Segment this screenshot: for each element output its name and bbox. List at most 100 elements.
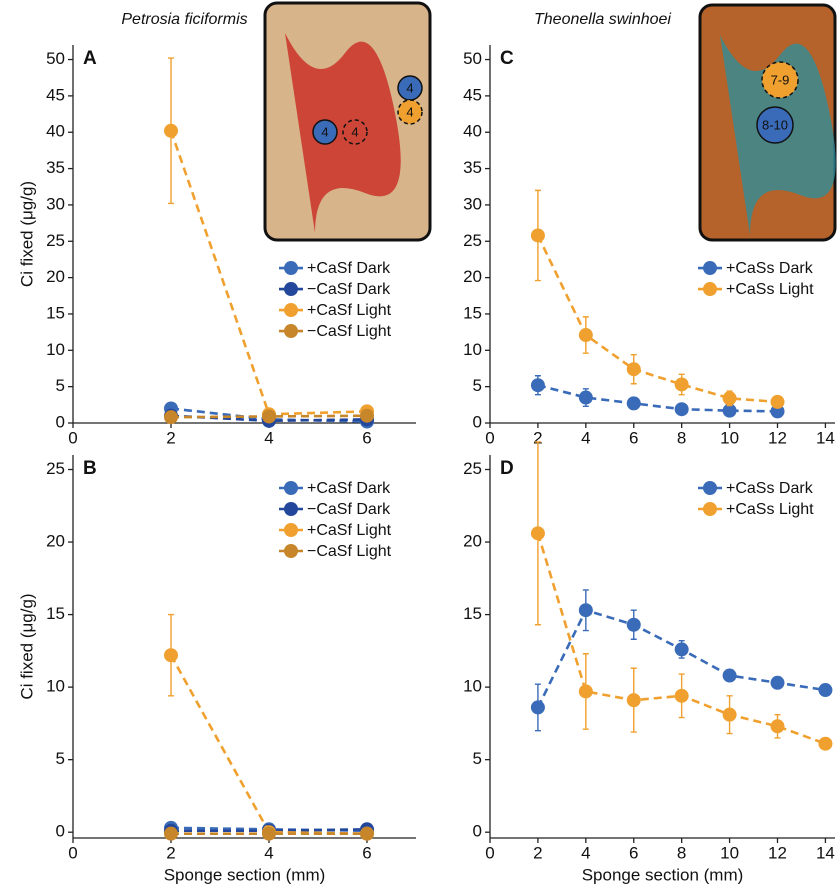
x-tick-label: 6 xyxy=(629,843,638,862)
legend-marker xyxy=(284,324,298,339)
legend-marker xyxy=(284,544,298,558)
data-point xyxy=(578,603,593,618)
data-point xyxy=(164,410,178,425)
legend-label: +CaSs Dark xyxy=(726,480,814,497)
x-tick-label: 2 xyxy=(533,843,542,862)
x-tick-label: 0 xyxy=(485,843,494,862)
x-tick-label: 12 xyxy=(768,428,787,447)
data-point xyxy=(360,408,374,423)
photo-marker-label: 4 xyxy=(406,80,413,95)
y-tick-label: 15 xyxy=(46,303,65,322)
legend-label: +CaSf Dark xyxy=(307,260,391,277)
x-tick-label: 2 xyxy=(166,428,175,447)
data-point xyxy=(770,394,785,409)
data-point xyxy=(530,526,545,541)
data-point xyxy=(626,396,641,411)
y-tick-label: 40 xyxy=(463,122,482,141)
data-point xyxy=(262,409,276,424)
x-tick-label: 10 xyxy=(720,843,739,862)
data-point xyxy=(674,377,689,392)
data-point xyxy=(262,826,276,841)
legend-label: +CaSf Dark xyxy=(307,480,391,497)
legend-marker xyxy=(703,481,717,495)
data-point xyxy=(530,378,545,393)
y-tick-label: 10 xyxy=(46,677,65,696)
panel-label: C xyxy=(500,48,514,69)
series-line xyxy=(536,234,778,404)
y-tick-label: 5 xyxy=(473,376,482,395)
data-point xyxy=(674,402,689,417)
photo-marker-label: 4 xyxy=(351,124,358,139)
data-point xyxy=(674,642,689,657)
y-tick-label: 35 xyxy=(463,158,482,177)
x-tick-label: 0 xyxy=(68,428,77,447)
data-point xyxy=(674,688,689,703)
y-tick-label: 10 xyxy=(463,677,482,696)
data-point xyxy=(578,684,593,699)
y-tick-label: 45 xyxy=(46,85,65,104)
x-tick-label: 6 xyxy=(362,428,371,447)
legend-marker xyxy=(703,261,717,276)
x-tick-label: 12 xyxy=(768,843,787,862)
data-point xyxy=(770,719,785,734)
photo-marker xyxy=(761,61,799,99)
x-tick-label: 10 xyxy=(720,428,739,447)
data-point xyxy=(818,736,833,751)
y-tick-label: 15 xyxy=(46,604,65,623)
y-tick-label: 10 xyxy=(46,340,65,359)
data-point xyxy=(626,617,641,632)
panel: 0 5 10 15 20 25 0 2 4 6 8 10 12 14 D Sponge section (mm… xyxy=(463,441,835,884)
y-tick-label: 0 xyxy=(473,412,482,431)
photo-marker xyxy=(756,106,794,144)
data-point xyxy=(164,648,178,663)
photo-marker xyxy=(312,119,338,145)
y-tick-label: 50 xyxy=(46,49,65,68)
data-point xyxy=(164,123,178,138)
x-axis-label: Sponge section (mm) xyxy=(582,865,744,884)
panel-label: D xyxy=(500,458,514,479)
y-tick-label: 20 xyxy=(46,532,65,551)
legend-label: −CaSf Dark xyxy=(307,281,391,298)
y-tick-label: 25 xyxy=(46,459,65,478)
y-tick-label: 50 xyxy=(463,49,482,68)
data-point xyxy=(578,328,593,343)
x-tick-label: 6 xyxy=(629,428,638,447)
legend-label: −CaSf Light xyxy=(307,543,392,560)
legend-marker xyxy=(703,502,717,516)
data-point xyxy=(722,391,737,406)
data-point xyxy=(722,707,737,722)
x-axis-label: Sponge section (mm) xyxy=(164,865,326,884)
x-tick-label: 4 xyxy=(581,843,590,862)
legend-label: −CaSf Light xyxy=(307,323,392,340)
legend-label: +CaSs Light xyxy=(726,501,814,518)
y-tick-label: 15 xyxy=(463,604,482,623)
x-tick-label: 4 xyxy=(264,428,273,447)
data-point xyxy=(818,683,833,698)
y-tick-label: 0 xyxy=(56,822,65,841)
legend-label: +CaSf Light xyxy=(307,302,392,319)
panel-subtitle: Theonella swinhoei xyxy=(534,11,671,28)
photo-marker-label: 7-9 xyxy=(771,72,790,87)
data-point xyxy=(360,826,374,841)
legend-marker xyxy=(284,523,298,537)
data-point xyxy=(530,700,545,715)
data-point xyxy=(530,228,545,243)
legend-marker xyxy=(703,282,717,297)
y-axis-label: Ci fixed (μg/g) xyxy=(17,593,36,699)
legend-label: −CaSf Dark xyxy=(307,501,391,518)
panel-label: A xyxy=(83,48,97,69)
x-tick-label: 0 xyxy=(68,843,77,862)
y-tick-label: 5 xyxy=(56,749,65,768)
y-tick-label: 5 xyxy=(473,749,482,768)
data-point xyxy=(578,390,593,405)
y-tick-label: 30 xyxy=(46,194,65,213)
panel: 0 5 10 15 20 25 30 35 40 45 50 0 2 4 6 Petrosia ficifor… xyxy=(17,1,432,447)
series-line xyxy=(537,383,778,413)
y-tick-label: 25 xyxy=(463,459,482,478)
x-tick-label: 6 xyxy=(362,843,371,862)
legend-marker xyxy=(284,502,298,516)
y-tick-label: 10 xyxy=(463,340,482,359)
panel: 0 5 10 15 20 25 0 2 4 6 B Ci fixed (μg/g) Sponge sec… xyxy=(17,455,416,884)
y-tick-label: 20 xyxy=(463,532,482,551)
data-point xyxy=(164,826,178,841)
